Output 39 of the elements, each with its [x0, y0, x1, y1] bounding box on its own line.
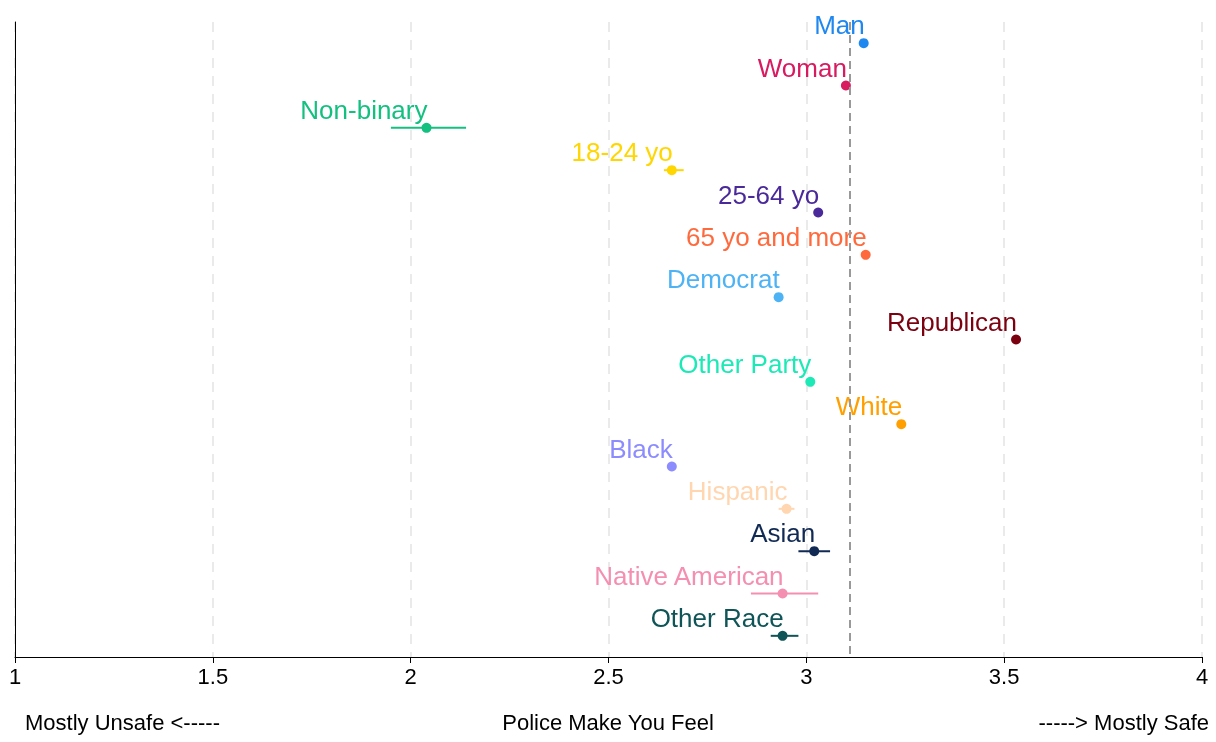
x-tick-label: 1	[8, 663, 22, 689]
series-label: Republican	[886, 306, 1018, 337]
series-label: Man	[814, 10, 865, 41]
series-label: Democrat	[666, 264, 781, 295]
series-label: White	[835, 391, 903, 422]
x-tick-label: 3	[800, 663, 813, 689]
series-label: Hispanic	[687, 475, 788, 506]
point	[813, 207, 824, 218]
series-label: Other Party	[678, 348, 812, 379]
x-tick-label: 2.5	[593, 663, 624, 689]
point	[666, 461, 677, 472]
series-label: Non-binary	[300, 94, 428, 125]
x-tick-label: 3.5	[988, 663, 1020, 689]
point	[1011, 334, 1022, 345]
series-label: 18-24 yo	[571, 137, 673, 168]
x-tick-label: 1.5	[197, 663, 229, 689]
point	[840, 80, 851, 91]
point	[781, 503, 792, 514]
point	[896, 419, 907, 430]
text: -----> Mostly Safe	[1038, 709, 1210, 735]
point	[809, 546, 820, 557]
series-label: 25-64 yo	[718, 179, 820, 210]
series-label: Asian	[750, 518, 816, 549]
point	[805, 376, 816, 387]
x-tick-label: 2	[404, 663, 417, 689]
point	[858, 38, 869, 49]
x-tick-label: 4	[1195, 663, 1209, 689]
series-label: Black	[609, 433, 674, 464]
series-label: 65 yo and more	[686, 221, 867, 252]
point	[773, 292, 784, 303]
series-label: Woman	[757, 52, 847, 83]
point	[860, 249, 871, 260]
point	[777, 630, 788, 641]
x-axis-title: Police Make You Feel	[502, 709, 714, 735]
series-label: Native American	[594, 560, 784, 591]
point	[666, 165, 677, 176]
point	[777, 588, 788, 599]
series-label: Other Race	[650, 602, 784, 633]
text: Mostly Unsafe <-----	[25, 709, 220, 735]
